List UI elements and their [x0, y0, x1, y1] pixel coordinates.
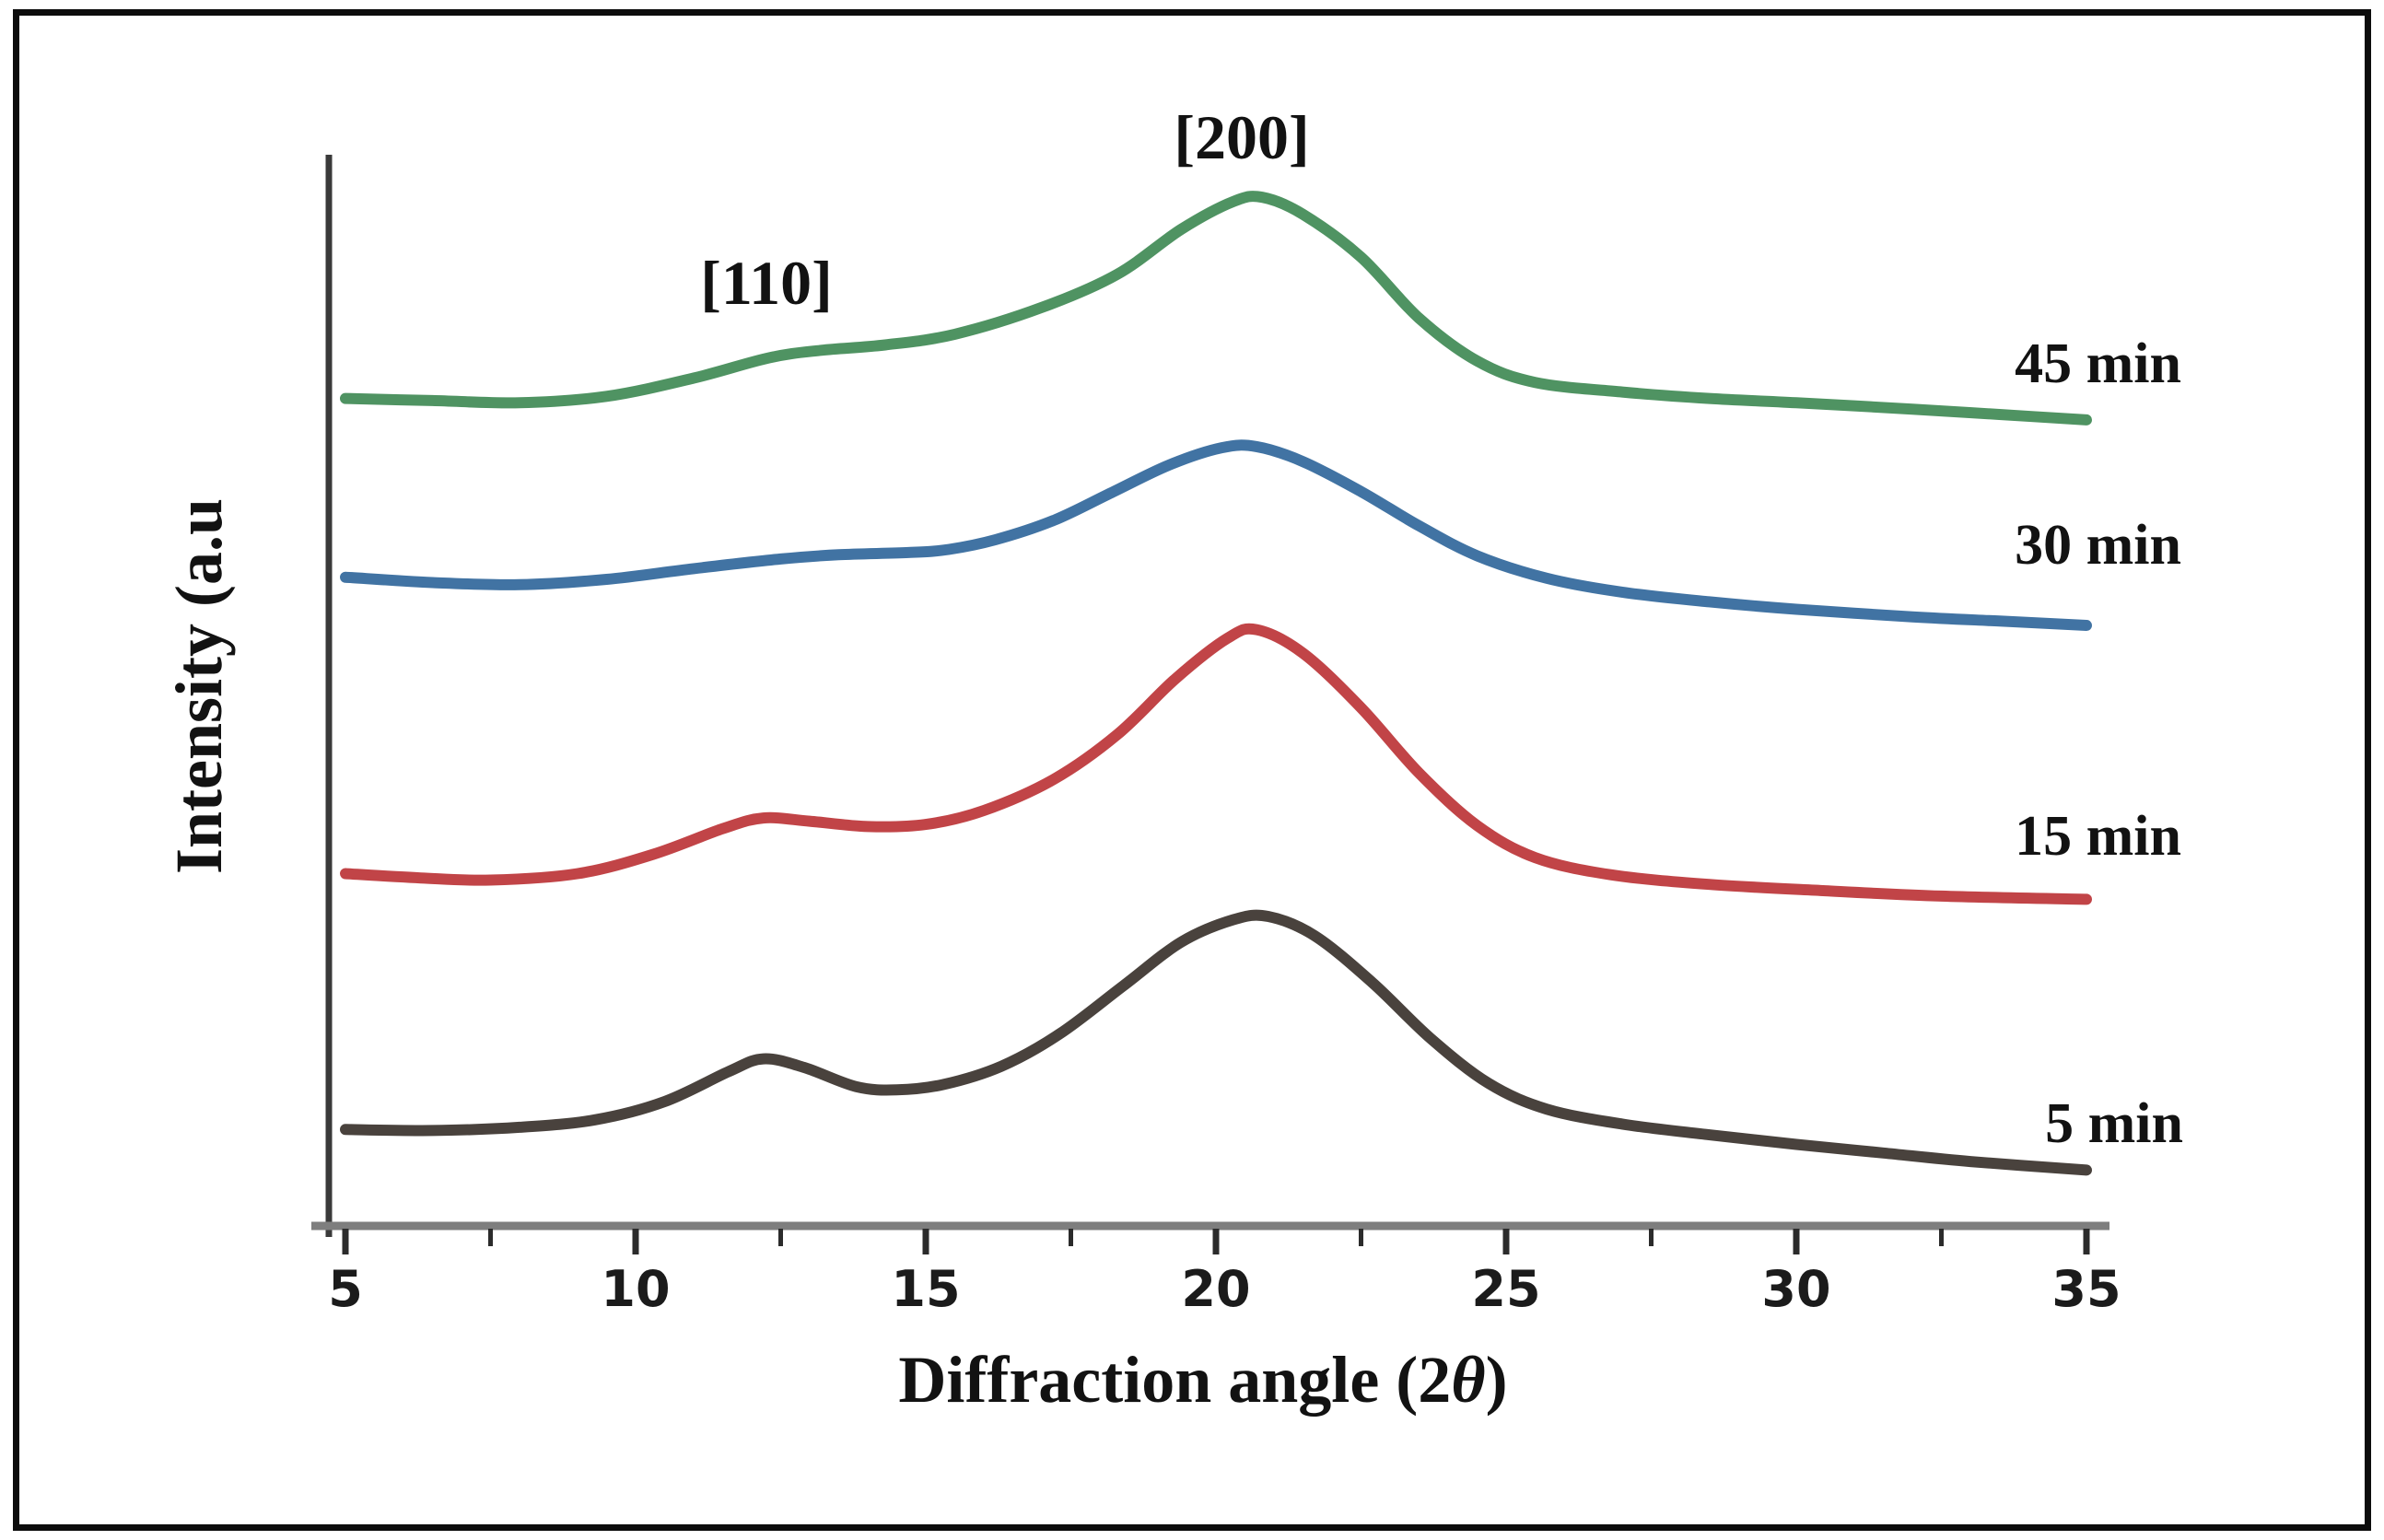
series-label-30min: 30 min — [2015, 514, 2181, 577]
x-axis-title-prefix: Diffraction angle (2 — [898, 1343, 1451, 1417]
peak-label-110: [110] — [700, 248, 833, 318]
x-tick-label: 25 — [1471, 1260, 1540, 1318]
x-tick-label: 30 — [1761, 1260, 1830, 1318]
diffraction-curves — [340, 191, 2092, 1176]
x-axis-tick-labels: 5 10 15 20 25 30 35 — [328, 1260, 2121, 1318]
x-axis-title-theta: θ — [1451, 1343, 1485, 1417]
x-axis-title-suffix: ) — [1486, 1343, 1508, 1417]
x-tick-label: 10 — [601, 1260, 670, 1318]
y-axis-title: Intensity (a.u — [162, 498, 236, 874]
curve-30-min — [340, 439, 2092, 631]
x-axis-ticks — [342, 1229, 2090, 1254]
peak-label-200: [200] — [1174, 102, 1309, 172]
series-label-15min: 15 min — [2015, 805, 2181, 868]
figure-frame-border — [13, 9, 2371, 1531]
x-tick-label: 5 — [328, 1260, 363, 1318]
x-axis-title: Diffraction angle (2θ) — [898, 1343, 1507, 1417]
curve-45-min — [340, 191, 2092, 426]
x-tick-label: 15 — [891, 1260, 960, 1318]
curve-5-min — [340, 909, 2092, 1176]
curve-15-min — [340, 623, 2092, 905]
x-tick-label: 35 — [2051, 1260, 2121, 1318]
series-label-45min: 45 min — [2015, 332, 2181, 395]
series-label-5min: 5 min — [2045, 1092, 2183, 1155]
x-tick-label: 20 — [1181, 1260, 1250, 1318]
